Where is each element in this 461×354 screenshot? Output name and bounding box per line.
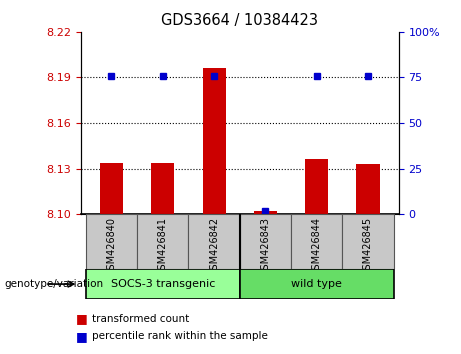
Bar (86, 214, 137, 269)
Text: GSM426845: GSM426845 (363, 217, 373, 276)
Text: wild type: wild type (291, 279, 342, 289)
Bar (240, 269, 394, 299)
Bar (343, 214, 394, 269)
Bar (189, 214, 240, 269)
Bar (291, 214, 343, 269)
Text: GSM426841: GSM426841 (158, 217, 168, 276)
Bar (254, 211, 277, 214)
Text: GSM426844: GSM426844 (312, 217, 322, 276)
Text: ■: ■ (76, 312, 88, 325)
Bar (151, 162, 174, 214)
Bar (240, 214, 291, 269)
Text: genotype/variation: genotype/variation (5, 279, 104, 289)
Text: ■: ■ (76, 330, 88, 343)
Bar (86, 269, 240, 299)
Bar (137, 214, 189, 269)
Text: SOCS-3 transgenic: SOCS-3 transgenic (111, 279, 215, 289)
Text: transformed count: transformed count (92, 314, 189, 324)
Text: percentile rank within the sample: percentile rank within the sample (92, 331, 268, 341)
Bar (356, 164, 379, 214)
Text: GSM426843: GSM426843 (260, 217, 270, 276)
Text: GSM426842: GSM426842 (209, 217, 219, 276)
Bar (202, 68, 225, 214)
Bar (305, 160, 328, 214)
Title: GDS3664 / 10384423: GDS3664 / 10384423 (161, 13, 318, 28)
Text: GSM426840: GSM426840 (106, 217, 117, 276)
Bar (100, 162, 123, 214)
